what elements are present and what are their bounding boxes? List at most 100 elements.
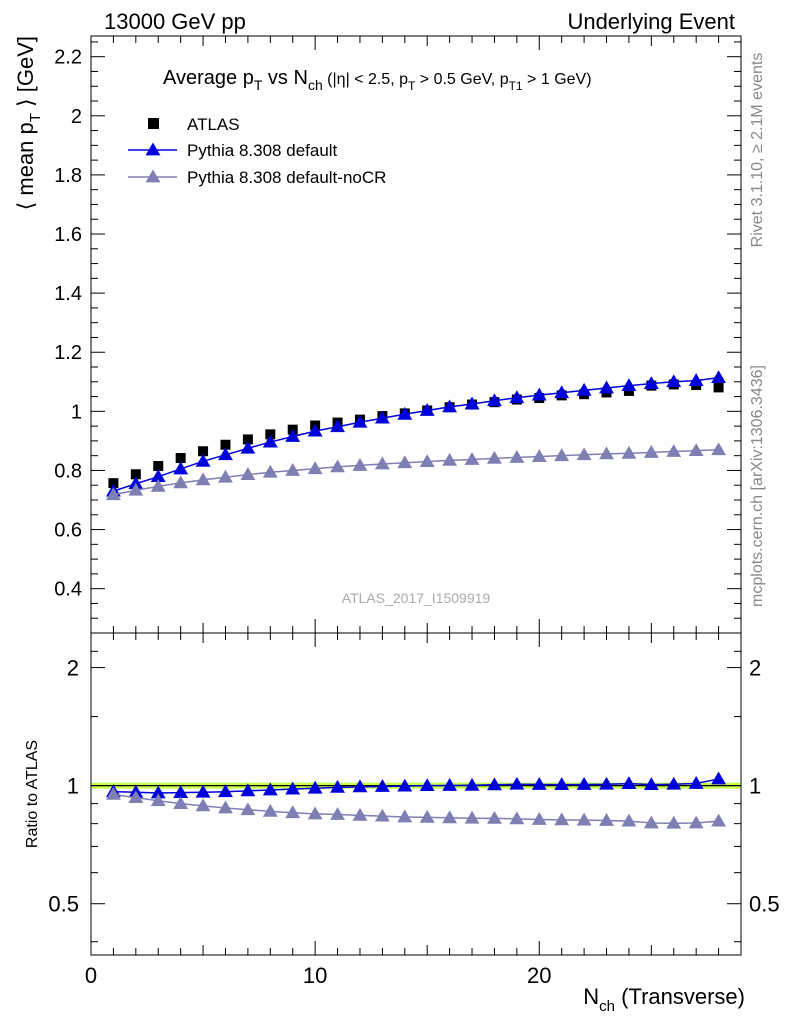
y-tick-label: 1.4 (54, 283, 82, 305)
series-line (113, 449, 719, 496)
data-point (128, 482, 144, 496)
ratio-y-axis: 0.5 0.5 1 1 2 2 (48, 650, 780, 943)
ratio-point (599, 813, 614, 826)
y-tick-label: 0.6 (54, 520, 82, 542)
data-point (419, 403, 435, 416)
ratio-point (240, 783, 256, 797)
data-point (262, 434, 278, 448)
ratio-point (464, 810, 480, 824)
ratio-point (285, 781, 301, 795)
ratio-point (262, 803, 278, 817)
ratio-series-pythia-nocr (105, 786, 727, 829)
ratio-point (531, 812, 547, 825)
data-point (531, 449, 547, 462)
data-point (352, 457, 368, 471)
data-point (643, 376, 659, 389)
data-point (576, 382, 592, 396)
series-pythia-default (105, 370, 727, 497)
ratio-y-tick-label: 1 (67, 774, 79, 799)
data-point (487, 393, 502, 407)
ratio-y-tick-label-right: 0.5 (749, 892, 780, 917)
main-y-axis: 0.4 0.6 0.8 1 1.2 1.4 1.6 1.8 2 2.2 (54, 41, 741, 619)
data-point (242, 434, 253, 445)
main-series (105, 370, 727, 501)
data-point (218, 447, 233, 461)
title-main-sub: T (254, 77, 263, 93)
data-point (621, 378, 637, 392)
data-point (195, 472, 211, 486)
data-point (464, 396, 480, 410)
title-cut2-sub: T1 (509, 79, 523, 93)
ratio-point (688, 815, 704, 829)
ratio-point (105, 786, 121, 800)
data-point (688, 373, 704, 387)
y-tick-label: 0.8 (54, 460, 82, 482)
ratio-point (666, 776, 682, 790)
y-label-post: ⟩ [GeV] (13, 36, 38, 113)
main-x-axis (90, 36, 742, 633)
data-point (688, 443, 704, 457)
data-point (554, 448, 570, 462)
data-point (509, 390, 525, 404)
ratio-point (240, 802, 256, 816)
data-point (105, 487, 121, 501)
y-tick-label: 1.6 (54, 224, 82, 246)
ratio-point (487, 777, 502, 791)
ratio-point (688, 775, 704, 789)
ratio-point (711, 771, 727, 785)
title-cut1: (|η| < 2.5, p (323, 71, 408, 88)
ratio-point (330, 807, 345, 820)
ratio-point (397, 809, 413, 823)
ratio-point (150, 785, 166, 799)
data-point (330, 459, 345, 473)
x-axis-label: Nch (Transverse) (583, 984, 745, 1015)
ratio-point (195, 798, 211, 812)
chart-title: Average pT vs Nch (|η| < 2.5, pT > 0.5 G… (163, 67, 592, 93)
data-point (307, 461, 323, 475)
header-right: Underlying Event (567, 9, 735, 34)
ratio-point (330, 779, 345, 793)
data-point (218, 469, 233, 483)
data-point (108, 478, 119, 489)
title-vs: vs N (262, 67, 308, 89)
ratio-point (285, 805, 301, 819)
title-cut1-sub: T (408, 79, 416, 93)
data-point (240, 440, 256, 454)
ratio-point (195, 784, 211, 798)
ratio-point (262, 782, 278, 796)
data-point (240, 467, 256, 480)
y-tick-label: 1.8 (54, 165, 82, 187)
x-label-sub: ch (599, 998, 615, 1015)
data-point (285, 463, 301, 476)
ratio-point (554, 812, 570, 826)
ratio-point (173, 785, 189, 798)
data-point (621, 445, 637, 459)
ratio-point (509, 776, 525, 790)
ratio-point (621, 776, 637, 790)
data-point (195, 453, 211, 467)
data-point (599, 446, 614, 460)
ratio-point (643, 777, 659, 791)
data-point (150, 478, 166, 492)
legend-label: Pythia 8.308 default (187, 141, 338, 160)
series-line (113, 376, 719, 492)
ratio-y-tick-label-right: 1 (749, 774, 761, 799)
series-atlas (108, 379, 724, 489)
ratio-point (487, 810, 502, 824)
ratio-y-label: Ratio to ATLAS (24, 740, 41, 848)
ratio-point (374, 779, 390, 792)
data-point (711, 370, 727, 384)
data-point (352, 414, 368, 428)
ratio-point (307, 806, 323, 820)
ratio-point (419, 778, 435, 792)
data-point (262, 464, 278, 478)
ratio-line (113, 793, 719, 824)
data-point (265, 429, 276, 440)
title-vs-sub: ch (308, 77, 323, 93)
legend-item: Pythia 8.308 default-noCR (128, 168, 386, 187)
ratio-point (464, 777, 480, 791)
y-label-pre: ⟨ mean p (13, 122, 38, 210)
legend-item: ATLAS (148, 115, 240, 134)
ratio-point (442, 810, 458, 824)
